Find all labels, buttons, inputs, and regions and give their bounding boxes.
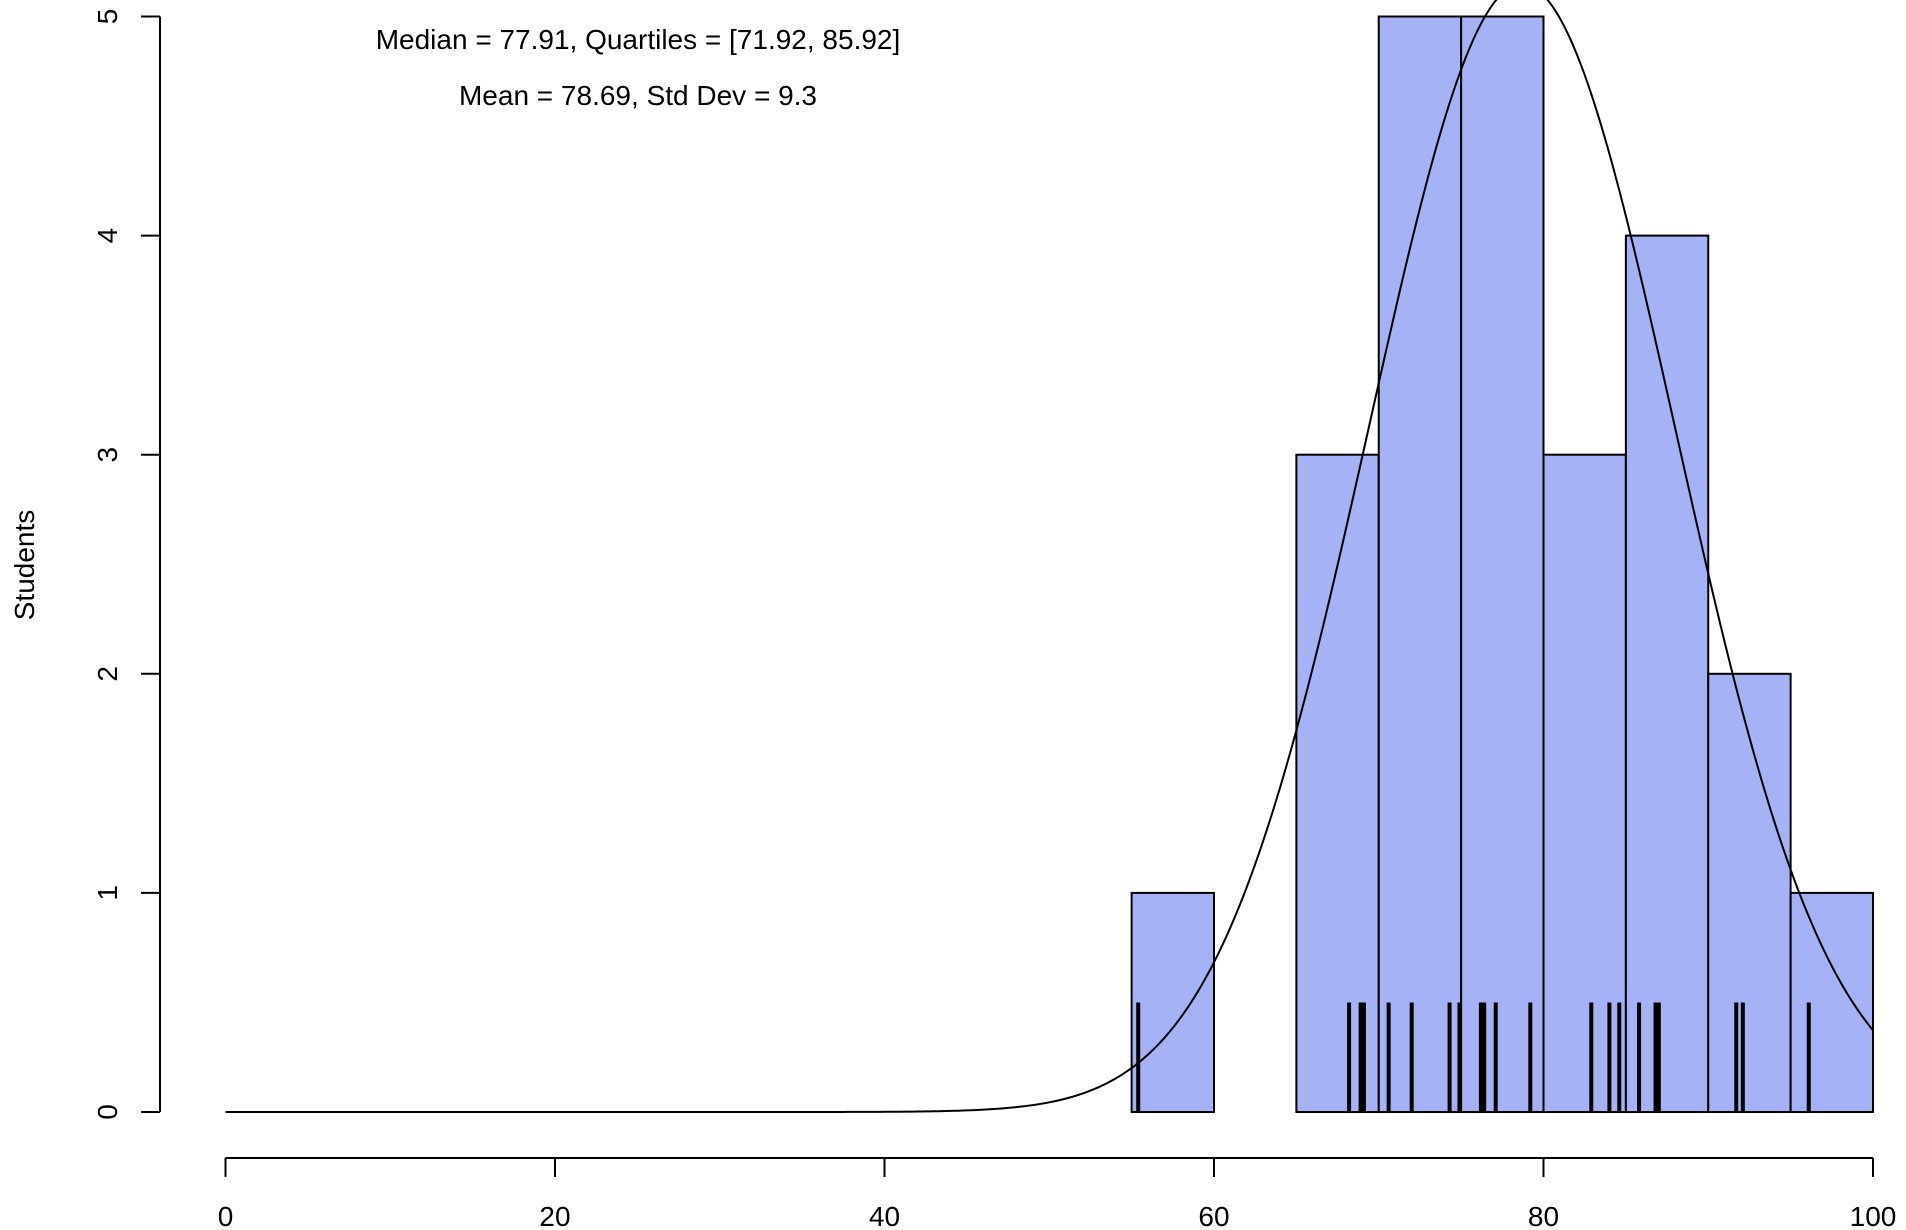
- x-tick-label-80: 80: [1528, 1201, 1559, 1230]
- histogram-bar-75-80: [1460, 15, 1545, 1113]
- histogram-bar-55-60: [1130, 891, 1215, 1114]
- y-axis-label: Students: [9, 510, 40, 621]
- histogram-bar-95-100: [1789, 891, 1874, 1114]
- x-tick-label-0: 0: [218, 1201, 234, 1230]
- y-tick-label-5: 5: [92, 9, 123, 25]
- y-axis: 0 1 2 3 4 5: [92, 9, 161, 1120]
- x-tick-label-100: 100: [1850, 1201, 1897, 1230]
- y-tick-label-2: 2: [92, 666, 123, 682]
- y-tick-label-3: 3: [92, 447, 123, 463]
- y-tick-label-4: 4: [92, 228, 123, 244]
- histogram-bar-90-95: [1707, 672, 1792, 1113]
- x-tick-label-40: 40: [869, 1201, 900, 1230]
- y-tick-label-1: 1: [92, 885, 123, 901]
- mean-stddev-annotation: Mean = 78.69, Std Dev = 9.3: [459, 80, 817, 111]
- histogram-bar-65-70: [1295, 453, 1380, 1113]
- median-quartiles-annotation: Median = 77.91, Quartiles = [71.92, 85.9…: [376, 24, 901, 55]
- histogram-bar-80-85: [1542, 453, 1627, 1113]
- histogram-bar-70-75: [1377, 15, 1463, 1113]
- histogram-bar-85-90: [1624, 234, 1710, 1114]
- rug-marks: [1136, 1002, 1811, 1112]
- histogram-bars: [1130, 15, 1874, 1114]
- x-tick-label-60: 60: [1198, 1201, 1229, 1230]
- x-axis: 0 20 40 60 80 100: [218, 1157, 1897, 1230]
- x-tick-label-20: 20: [539, 1201, 570, 1230]
- y-tick-label-0: 0: [92, 1104, 123, 1120]
- normal-density-curve: [225, 0, 1874, 1113]
